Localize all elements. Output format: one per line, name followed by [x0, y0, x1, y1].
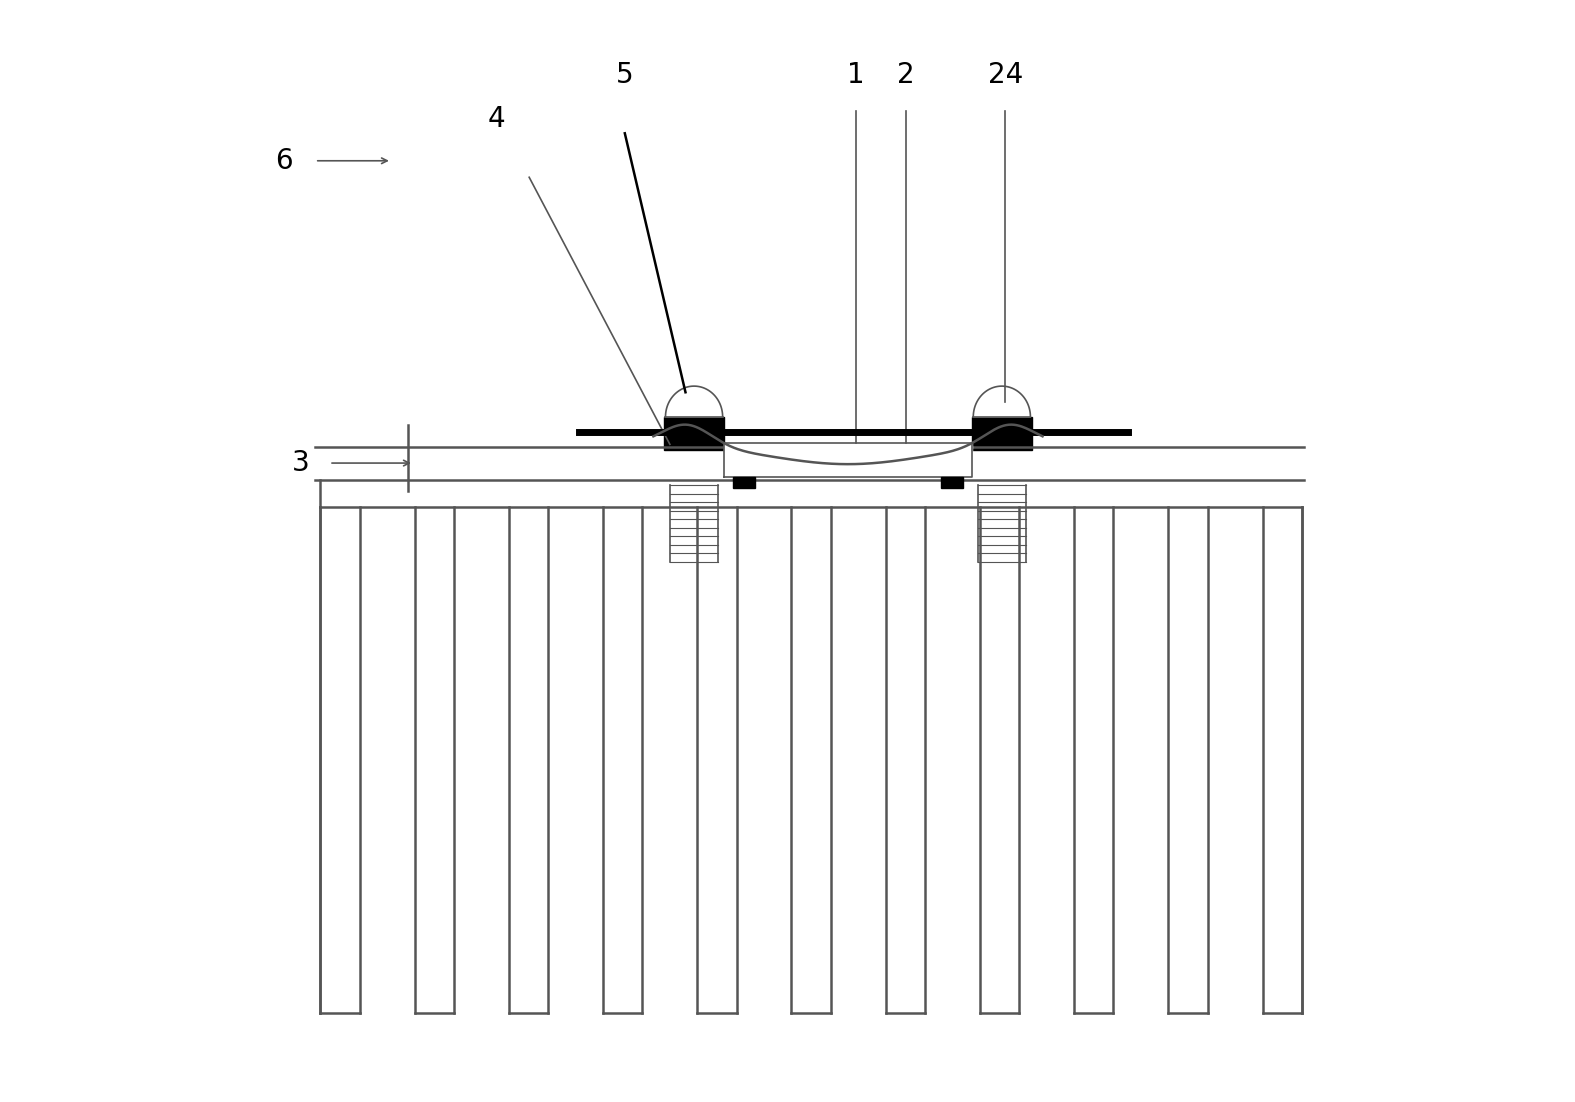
- Text: 6: 6: [276, 147, 293, 175]
- Polygon shape: [724, 443, 972, 477]
- Text: 5: 5: [616, 62, 633, 89]
- Text: 1: 1: [847, 62, 865, 89]
- Polygon shape: [973, 386, 1030, 417]
- Polygon shape: [732, 477, 754, 488]
- Text: 4: 4: [487, 106, 506, 133]
- Text: 2: 2: [898, 62, 915, 89]
- Polygon shape: [665, 417, 724, 450]
- Polygon shape: [942, 477, 964, 488]
- Polygon shape: [972, 417, 1032, 450]
- Text: 24: 24: [988, 62, 1022, 89]
- Text: 3: 3: [291, 449, 309, 477]
- Polygon shape: [666, 386, 723, 417]
